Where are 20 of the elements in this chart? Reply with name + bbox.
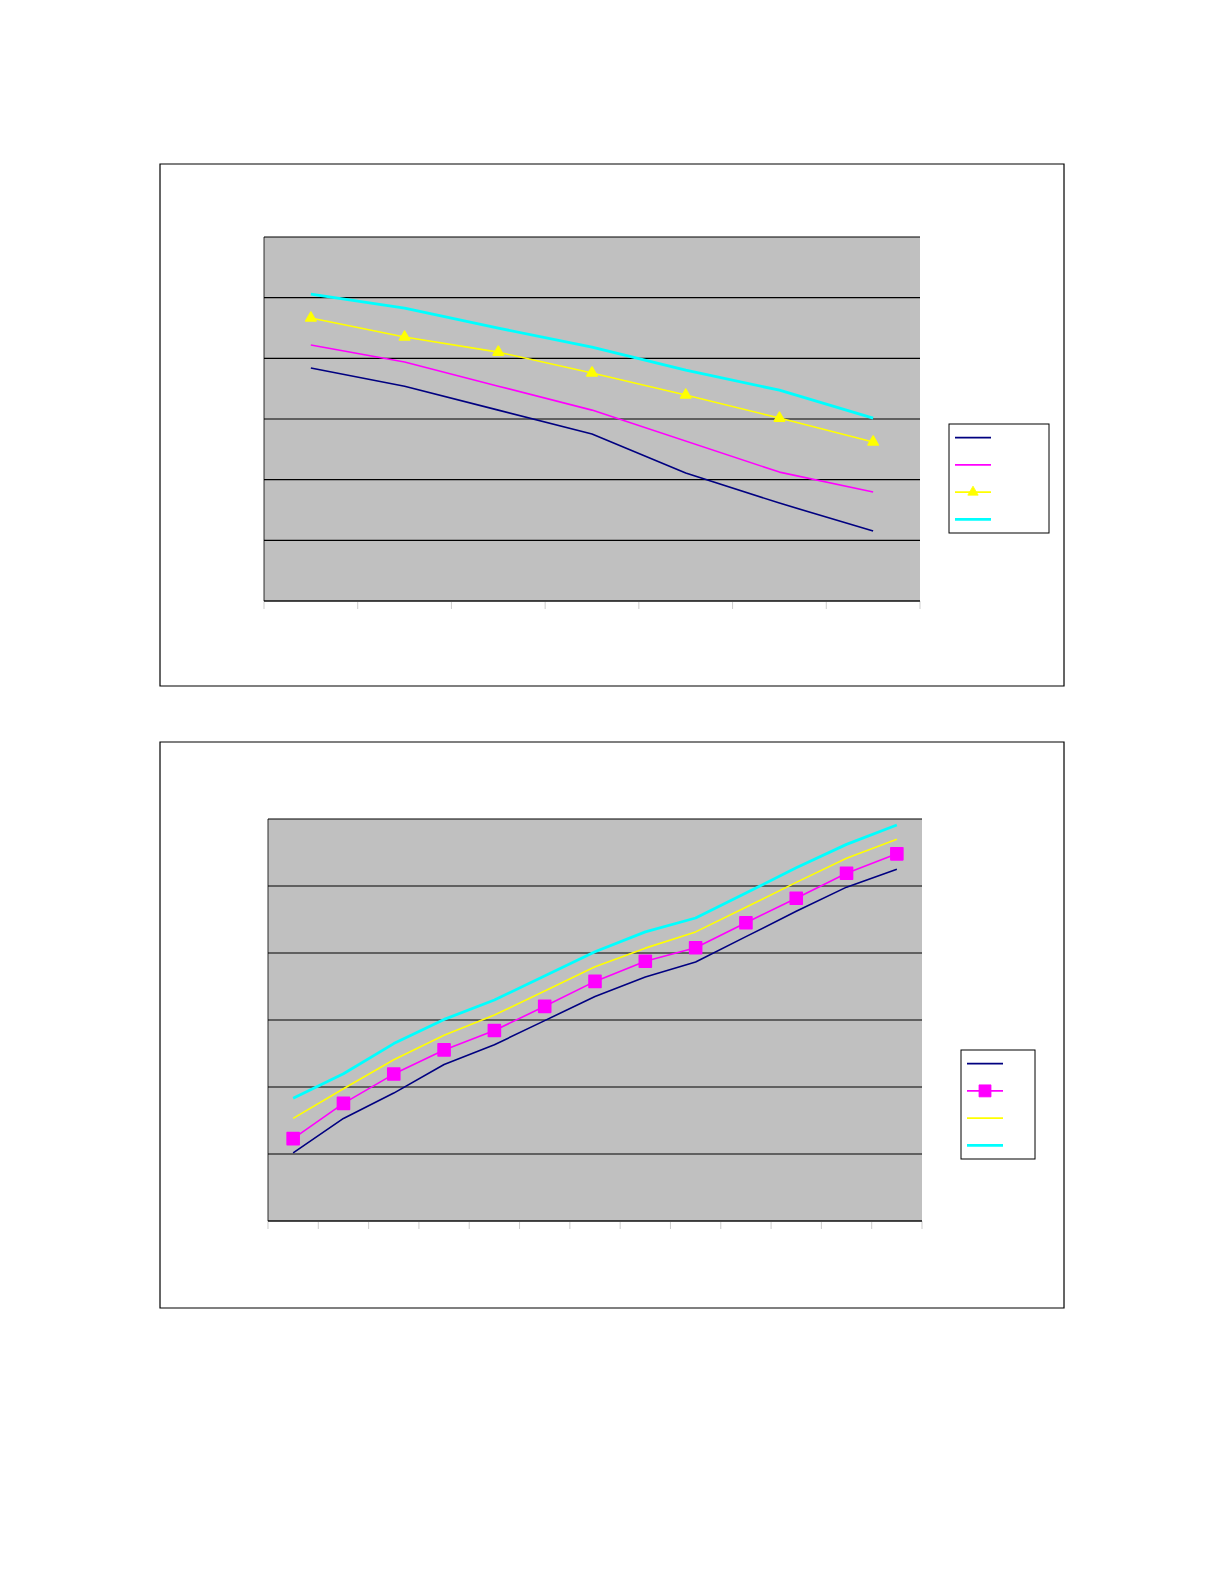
point <box>688 940 703 955</box>
point <box>398 330 411 341</box>
point <box>586 366 598 377</box>
point <box>487 1023 502 1038</box>
point <box>739 915 753 930</box>
point <box>286 1131 300 1146</box>
point <box>679 388 692 399</box>
point <box>773 411 786 422</box>
point <box>867 435 880 446</box>
point <box>537 999 552 1014</box>
point <box>638 954 653 968</box>
point <box>386 1067 401 1081</box>
point <box>839 866 854 881</box>
point <box>336 1096 351 1111</box>
point <box>437 1043 451 1057</box>
point <box>890 847 904 861</box>
point <box>492 345 505 356</box>
point <box>789 891 804 906</box>
point <box>304 311 317 322</box>
point <box>588 974 602 989</box>
